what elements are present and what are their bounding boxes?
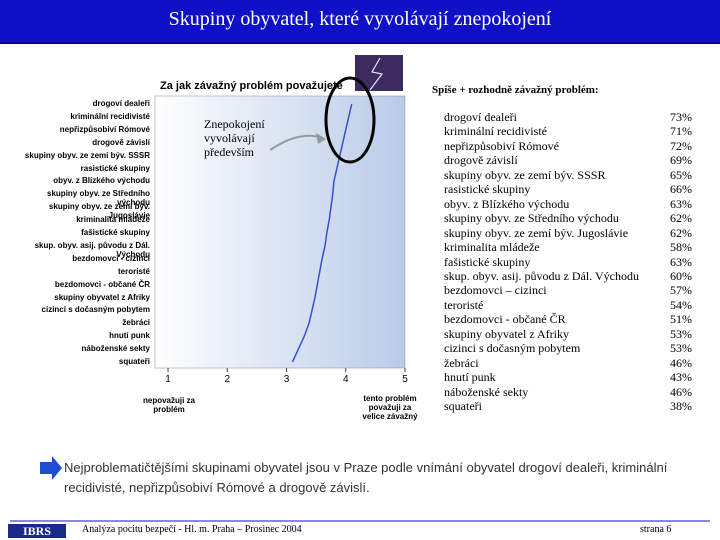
list-percent: 46%: [670, 355, 692, 370]
summary-text: Nejproblematičtějšími skupinami obyvatel…: [64, 460, 668, 495]
list-item: nepřizpůsobiví Rómové: [444, 138, 559, 153]
x-tick-label: 3: [284, 374, 290, 385]
x-tick-label: 2: [224, 374, 230, 385]
list-percent: 57%: [670, 283, 692, 298]
category-label: skupiny obyv. ze zemí býv. Jugoslávie: [48, 202, 150, 221]
x-tick-label: 1: [165, 374, 171, 385]
category-label: skupiny obyv. ze zemí býv. SSSR: [24, 150, 150, 160]
list-percent: 51%: [670, 312, 692, 327]
x-tick-label: 4: [343, 374, 349, 385]
category-label: squateři: [118, 357, 150, 366]
arrow-head: [316, 133, 326, 144]
list-percent: 62%: [670, 225, 692, 240]
category-label: rasistické skupiny: [80, 163, 150, 173]
list-item: hnutí punk: [444, 370, 496, 385]
logo: IBRS: [22, 524, 51, 538]
category-label: skupiny obyv. ze Středního východu: [47, 189, 150, 208]
list-percent: 63%: [670, 196, 692, 211]
list-percent: 53%: [670, 326, 692, 341]
list-item: bezdomovci - občané ČR: [444, 312, 566, 327]
list-item: fašistické skupiny: [444, 254, 531, 269]
category-label: skupiny obyvatel z Afriky: [54, 292, 150, 302]
list-percent: 43%: [670, 370, 692, 385]
x-axis-label-low: nepovažuji za problém: [142, 396, 195, 414]
annotation: Znepokojení vyvolávají především: [204, 117, 265, 159]
footer-text: Analýza pocitu bezpečí - Hl. m. Praha – …: [82, 524, 302, 535]
category-label: kriminalita mládeže: [76, 215, 150, 225]
list-item: skupiny obyv. ze zemí býv. Jugoslávie: [444, 225, 629, 240]
list-item: kriminalita mládeže: [444, 240, 540, 255]
lightning: [369, 57, 384, 91]
category-label: náboženské sekty: [81, 344, 150, 354]
bullet-arrow: [40, 456, 62, 480]
list-title: Spíše + rozhodně závažný problém:: [432, 84, 599, 96]
list-item: cizinci s dočasným pobytem: [444, 341, 581, 356]
list-percent: 69%: [670, 153, 692, 168]
x-axis-label-high: tento problém považuji za velice závažný: [362, 394, 418, 421]
list-item: skupiny obyv. ze Středního východu: [444, 211, 619, 226]
list-item: drogově závislí: [444, 153, 518, 168]
list-percent: 38%: [670, 399, 692, 413]
list-item: žebráci: [444, 355, 479, 370]
list-percent: 63%: [670, 254, 692, 269]
list-percent: 71%: [670, 124, 692, 139]
category-label: teroristé: [117, 266, 150, 276]
list-percent: 72%: [670, 138, 692, 153]
list-percent: 66%: [670, 182, 692, 197]
page-number: strana 6: [640, 524, 672, 535]
list-item: náboženské sekty: [444, 384, 529, 399]
category-label: bezdomovci - občané ČR: [54, 279, 150, 289]
list-item: obyv. z Blízkého východu: [444, 196, 570, 211]
category-label: cizinci s dočasným pobytem: [41, 305, 150, 315]
list-item: skupiny obyvatel z Afriky: [444, 326, 569, 341]
category-label: nepřizpůsobiví Rómové: [59, 124, 150, 134]
category-label: drogoví dealeři: [92, 99, 150, 108]
chart-title: Za jak závažný problém považujete: [160, 80, 343, 92]
x-tick-label: 5: [402, 374, 408, 385]
list-item: squateři: [444, 399, 482, 413]
category-label: drogově závislí: [92, 137, 150, 147]
logo-box: [8, 524, 66, 538]
list-percent: 65%: [670, 167, 692, 182]
list-percent: 58%: [670, 240, 692, 255]
list-percent: 53%: [670, 341, 692, 356]
slide-title: Skupiny obyvatel, které vyvolávají znepo…: [0, 0, 720, 44]
category-label: obyv. z Blízkého východu: [53, 176, 150, 186]
list-percent: 62%: [670, 211, 692, 226]
list-percent: 54%: [670, 297, 692, 312]
list-item: bezdomovci – cizinci: [444, 283, 547, 298]
category-label: kriminální recidivisté: [70, 111, 150, 121]
category-label: fašistické skupiny: [81, 228, 150, 237]
plot-area: [154, 95, 406, 369]
highlight-ellipse: [324, 76, 376, 164]
list-item: rasistické skupiny: [444, 182, 531, 197]
list-item: kriminální recidivisté: [444, 124, 547, 139]
list-percent: 73%: [670, 110, 692, 124]
list-item: skupiny obyv. ze zemí býv. SSSR: [444, 167, 606, 182]
list-percent: 60%: [670, 268, 692, 283]
list-item: drogoví dealeři: [444, 110, 517, 124]
category-label: bezdomovci - cizinci: [72, 253, 150, 263]
category-label: žebráci: [122, 318, 150, 328]
list-item: skup. obyv. asij. původu z Dál. Východu: [444, 268, 639, 283]
data-line: [291, 103, 353, 363]
list-percent: 46%: [670, 384, 692, 399]
list-item: teroristé: [444, 297, 484, 312]
category-label: hnutí punk: [109, 331, 150, 341]
category-label: skup. obyv. asij. původu z Dál. Východu: [34, 240, 150, 259]
